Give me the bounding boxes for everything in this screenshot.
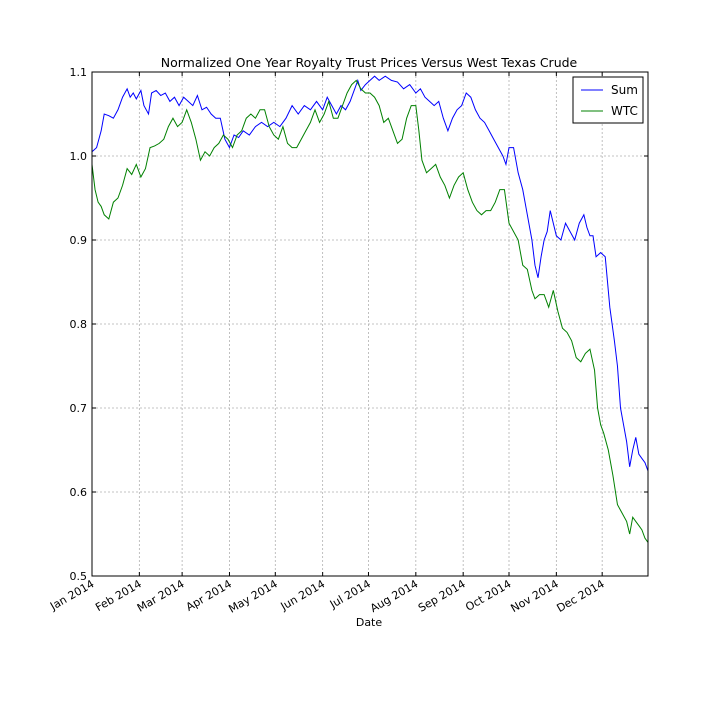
- y-tick-label: 0.8: [70, 318, 88, 331]
- y-tick-label: 0.9: [70, 234, 88, 247]
- y-tick-label: 1.1: [70, 66, 88, 79]
- y-tick-label: 0.5: [70, 570, 88, 583]
- series-lines: [91, 75, 649, 543]
- legend-box: [572, 76, 644, 124]
- chart-title: Normalized One Year Royalty Trust Prices…: [161, 55, 578, 70]
- series-line-wtc: [91, 79, 649, 543]
- legend: Sum WTC: [572, 76, 644, 124]
- series-line-sum: [91, 75, 649, 472]
- legend-label-wtc: WTC: [611, 104, 638, 118]
- y-tick-label: 1.0: [70, 150, 88, 163]
- legend-label-sum: Sum: [611, 83, 638, 97]
- x-axis-label: Date: [356, 616, 383, 629]
- y-tick-label: 0.6: [70, 486, 88, 499]
- gridlines: [91, 71, 648, 577]
- y-tick-label: 0.7: [70, 402, 88, 415]
